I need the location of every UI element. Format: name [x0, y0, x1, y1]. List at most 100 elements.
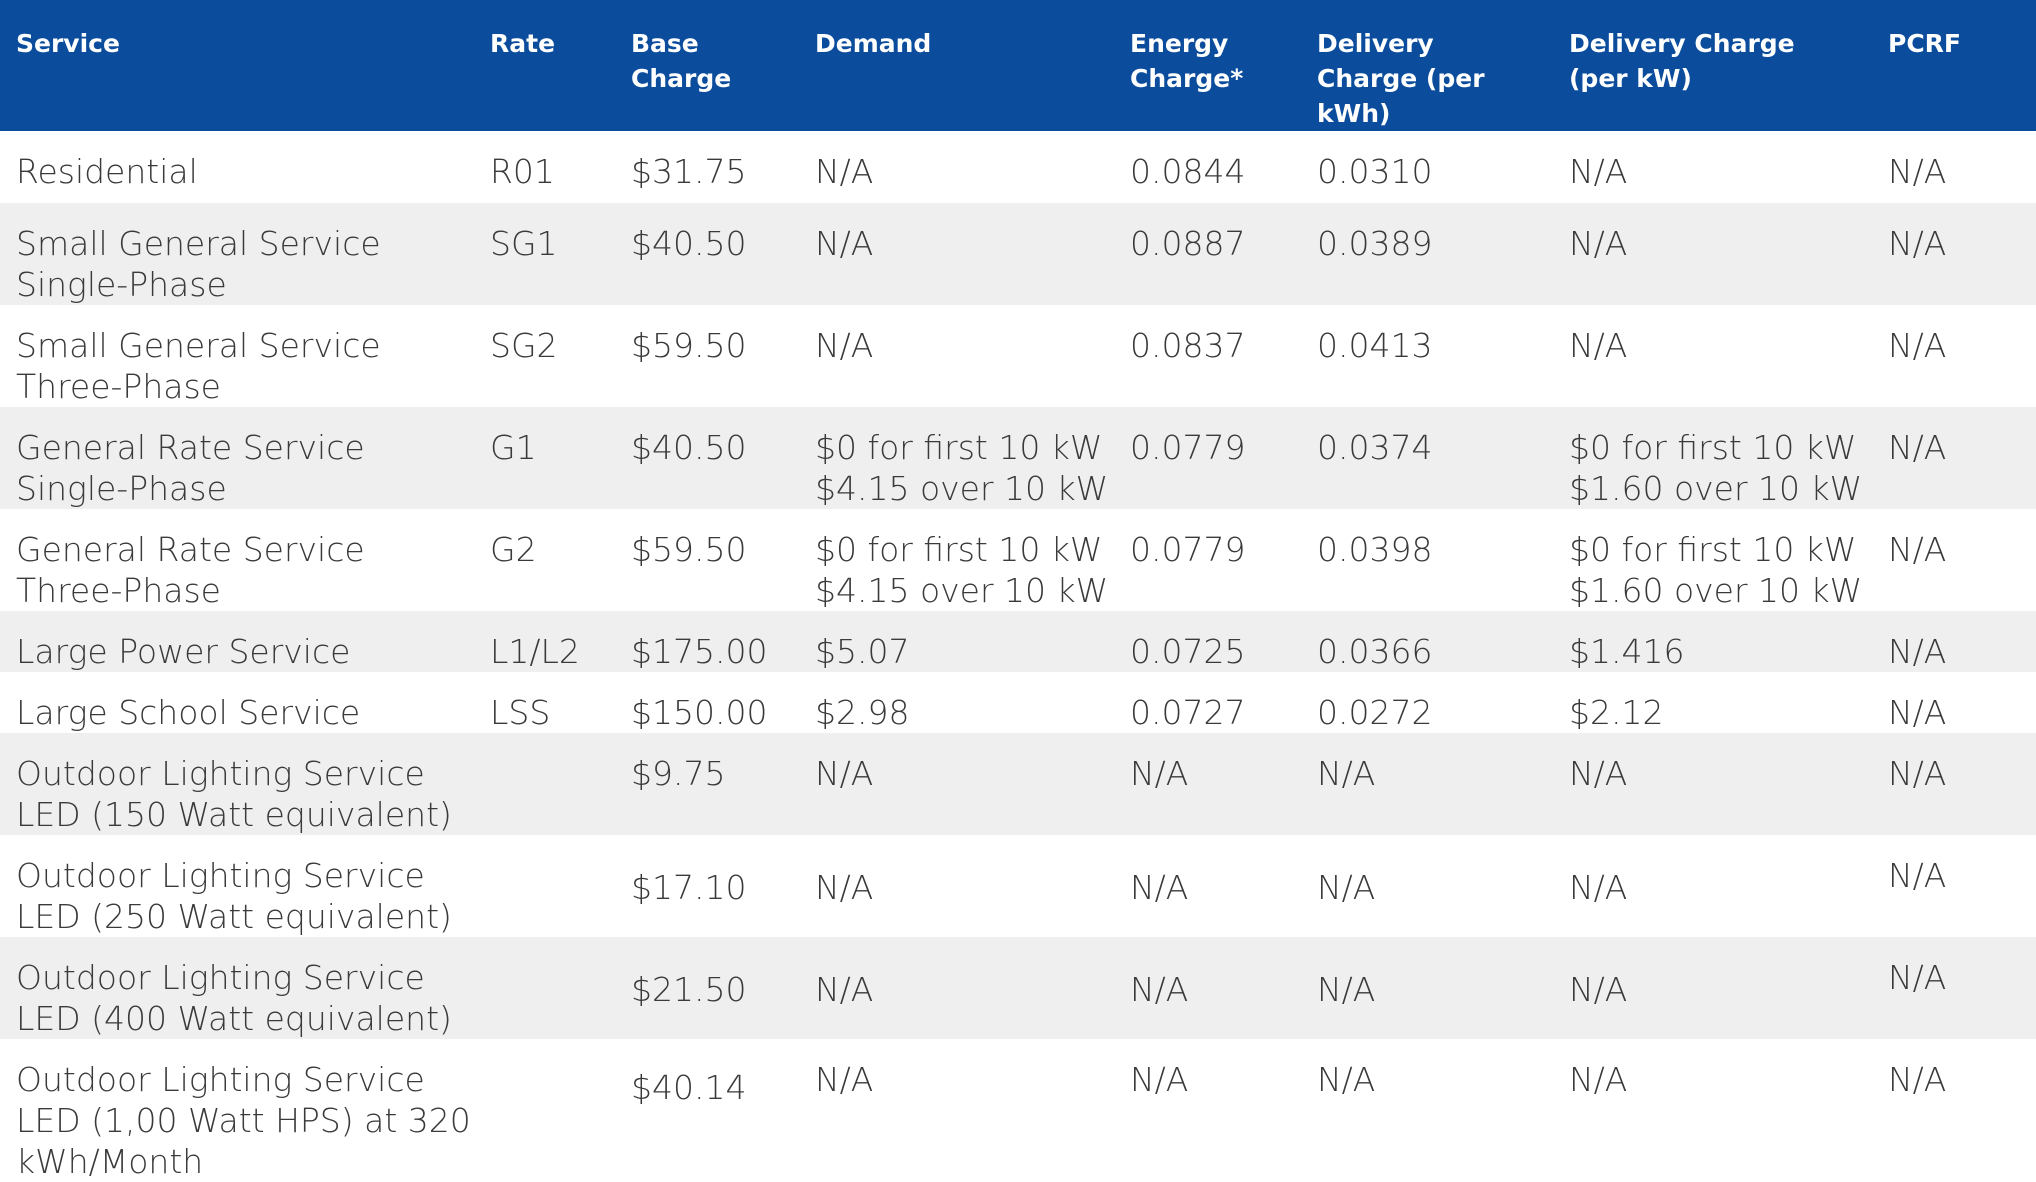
- header-service-line: Service: [16, 29, 120, 58]
- demand-line: N/A: [815, 754, 874, 793]
- cell-delivery-kw: N/A: [1553, 937, 1872, 1039]
- cell-delivery-kwh: 0.0272: [1317, 693, 1433, 732]
- header-energy-charge: Energy Charge*: [1114, 0, 1301, 131]
- cell-base-charge: $40.14: [631, 1068, 747, 1107]
- cell-pcrf: N/A: [1888, 530, 1947, 569]
- cell-pcrf: N/A: [1888, 754, 1947, 793]
- table-row: Large Power Service L1/L2 $175.00 $5.07 …: [0, 611, 2036, 672]
- header-rate-line: Rate: [490, 29, 556, 58]
- service-line: Large Power Service: [16, 632, 351, 671]
- table-row: Small General Service Three-Phase SG2 $5…: [0, 305, 2036, 407]
- cell-pcrf: N/A: [1888, 326, 1947, 365]
- header-pcrf: PCRF: [1872, 0, 2036, 131]
- service-line: LED (150 Watt equivalent): [16, 795, 452, 834]
- table-row: Small General Service Single-Phase SG1 $…: [0, 203, 2036, 305]
- cell-pcrf: N/A: [1888, 428, 1947, 467]
- table-row: Outdoor Lighting Service LED (1,00 Watt …: [0, 1039, 2036, 1182]
- cell-demand: $0 for first 10 kW $4.15 over 10 kW: [799, 509, 1114, 611]
- delivery-kw-line: $1.416: [1569, 632, 1685, 671]
- cell-energy-charge: 0.0779: [1130, 530, 1246, 569]
- header-delivery-kwh-line-1: Delivery Charge: [1317, 29, 1434, 93]
- header-delivery-kw: Delivery Charge (per kW): [1553, 0, 1872, 131]
- service-line: Small General Service: [16, 224, 381, 263]
- cell-rate: [474, 1039, 615, 1182]
- cell-demand: $5.07: [799, 611, 1114, 672]
- delivery-kw-line: N/A: [1569, 152, 1628, 191]
- delivery-kw-line: N/A: [1569, 754, 1628, 793]
- demand-line: $4.15 over 10 kW: [815, 571, 1109, 610]
- cell-energy-charge: 0.0887: [1130, 224, 1246, 263]
- table-header: Service Rate Base Charge Demand Energy C…: [0, 0, 2036, 131]
- cell-service: Small General Service Three-Phase: [0, 305, 474, 407]
- cell-delivery-kw: $2.12: [1553, 672, 1872, 733]
- demand-line: N/A: [815, 970, 874, 1009]
- service-line: Small General Service: [16, 326, 381, 365]
- cell-delivery-kwh: N/A: [1317, 1060, 1376, 1099]
- demand-line: N/A: [815, 1060, 874, 1099]
- cell-service: General Rate Service Single-Phase: [0, 407, 474, 509]
- cell-rate: L1/L2: [490, 632, 580, 671]
- cell-delivery-kwh: 0.0366: [1317, 632, 1433, 671]
- cell-pcrf: N/A: [1888, 958, 1947, 997]
- demand-line: N/A: [815, 224, 874, 263]
- cell-service: Large Power Service: [0, 611, 474, 672]
- service-line: Three-Phase: [16, 571, 221, 610]
- cell-service: Large School Service: [0, 672, 474, 733]
- demand-line: $5.07: [815, 632, 910, 671]
- demand-line: N/A: [815, 326, 874, 365]
- cell-delivery-kwh: 0.0413: [1317, 326, 1433, 365]
- cell-delivery-kw: N/A: [1553, 835, 1872, 937]
- delivery-kw-line: $1.60 over 10 kW: [1569, 469, 1863, 508]
- header-base-charge: Base Charge: [615, 0, 799, 131]
- cell-base-charge: $17.10: [631, 868, 747, 907]
- cell-rate: [474, 733, 615, 835]
- cell-rate: [474, 937, 615, 1039]
- cell-delivery-kw: N/A: [1553, 203, 1872, 305]
- header-delivery-kwh: Delivery Charge (per kWh): [1301, 0, 1553, 131]
- cell-demand: $2.98: [799, 672, 1114, 733]
- cell-delivery-kw: $0 for first 10 kW $1.60 over 10 kW: [1553, 509, 1872, 611]
- table-row: Residential R01 $31.75 N/A 0.0844 0.0310…: [0, 131, 2036, 203]
- delivery-kw-line: $0 for first 10 kW: [1569, 530, 1857, 569]
- cell-energy-charge: 0.0844: [1130, 152, 1246, 191]
- delivery-kw-line: $0 for first 10 kW: [1569, 428, 1857, 467]
- table-row: Outdoor Lighting Service LED (250 Watt e…: [0, 835, 2036, 937]
- cell-rate: R01: [490, 152, 555, 191]
- cell-delivery-kw: $1.416: [1553, 611, 1872, 672]
- service-line: Single-Phase: [16, 265, 227, 304]
- cell-delivery-kwh: 0.0398: [1317, 530, 1433, 569]
- service-line: Three-Phase: [16, 367, 221, 406]
- cell-energy-charge: N/A: [1130, 1060, 1189, 1099]
- cell-base-charge: $175.00: [631, 632, 768, 671]
- cell-rate: G2: [490, 530, 537, 569]
- cell-service: General Rate Service Three-Phase: [0, 509, 474, 611]
- cell-energy-charge: N/A: [1130, 754, 1189, 793]
- service-line: General Rate Service: [16, 428, 365, 467]
- header-delivery-kw-line-2: (per kW): [1569, 64, 1692, 93]
- cell-demand: N/A: [799, 733, 1114, 835]
- service-line: LED (1,00 Watt HPS) at 320: [16, 1101, 471, 1140]
- cell-delivery-kwh: 0.0389: [1317, 224, 1433, 263]
- cell-energy-charge: 0.0727: [1130, 693, 1246, 732]
- cell-demand: N/A: [799, 203, 1114, 305]
- cell-base-charge: $59.50: [631, 326, 747, 365]
- cell-energy-charge: N/A: [1130, 970, 1189, 1009]
- header-base-charge-line-2: Charge: [631, 64, 732, 93]
- header-delivery-kwh-line-2: (per kWh): [1317, 64, 1485, 128]
- cell-demand: N/A: [799, 937, 1114, 1039]
- service-line: Large School Service: [16, 693, 361, 732]
- delivery-kw-line: $1.60 over 10 kW: [1569, 571, 1863, 610]
- delivery-kw-line: N/A: [1569, 1060, 1628, 1099]
- table-body: Residential R01 $31.75 N/A 0.0844 0.0310…: [0, 131, 2036, 1182]
- cell-demand: N/A: [799, 1039, 1114, 1182]
- cell-service: Residential: [0, 131, 474, 203]
- table-row: General Rate Service Three-Phase G2 $59.…: [0, 509, 2036, 611]
- header-base-charge-line-1: Base: [631, 29, 699, 58]
- cell-base-charge: $21.50: [631, 970, 747, 1009]
- cell-delivery-kw: N/A: [1553, 733, 1872, 835]
- service-line: Outdoor Lighting Service: [16, 754, 425, 793]
- header-delivery-kw-line-1: Delivery Charge: [1569, 29, 1795, 58]
- cell-pcrf: N/A: [1888, 224, 1947, 263]
- cell-base-charge: $59.50: [631, 530, 747, 569]
